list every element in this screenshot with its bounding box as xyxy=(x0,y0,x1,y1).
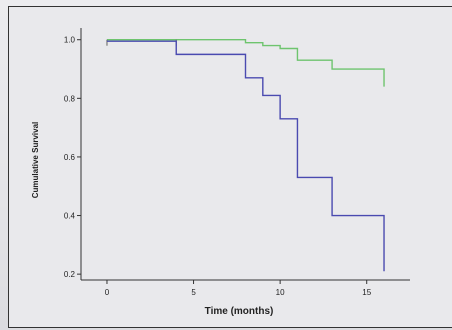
survival-curve-1 xyxy=(106,39,385,87)
y-tick-label: 1.0 xyxy=(64,36,76,45)
x-tick-label: 0 xyxy=(105,288,110,297)
ticks: 0 5 10 15 0.2 0.4 0.6 0.8 1.0 xyxy=(64,36,372,297)
series-layer xyxy=(106,39,385,272)
x-tick-label: 15 xyxy=(362,288,371,297)
y-tick-label: 0.2 xyxy=(64,270,76,279)
x-axis-title: Time (months) xyxy=(205,306,274,317)
y-tick-label: 0.6 xyxy=(64,153,76,162)
y-tick-label: 0.8 xyxy=(64,94,76,103)
y-tick-label: 0.4 xyxy=(64,212,76,221)
axes xyxy=(80,28,410,281)
survival-curve-2 xyxy=(106,40,385,272)
x-tick-label: 5 xyxy=(191,288,196,297)
x-tick-label: 10 xyxy=(276,288,285,297)
chart-frame xyxy=(8,6,452,328)
y-axis-title: Cumulative Survival xyxy=(31,122,40,198)
